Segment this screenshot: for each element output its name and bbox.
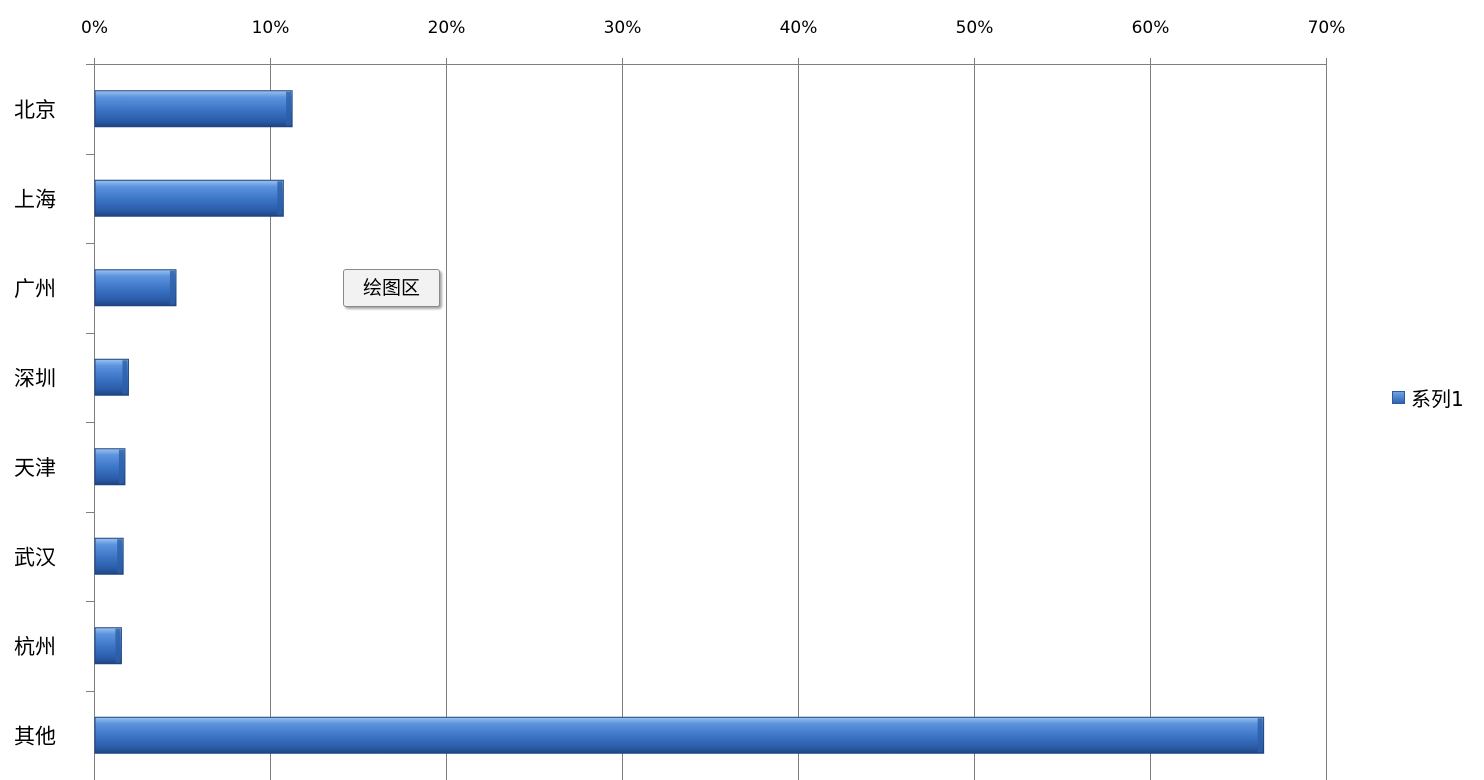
legend-label: 系列1 [1411,386,1464,411]
bar [94,90,293,128]
gridlines [270,64,1327,780]
y-category-label: 北京 [14,98,56,122]
x-tick-label: 60% [1132,18,1170,38]
y-category-label: 广州 [14,277,56,301]
y-category-label: 其他 [14,724,56,748]
x-tick-label: 20% [428,18,466,38]
y-category-label: 武汉 [14,545,56,569]
x-tick-labels: 0% 10% 20% 30% 40% 50% 60% 70% [81,18,1345,38]
y-category-label: 深圳 [14,366,56,390]
y-category-label: 杭州 [14,635,56,659]
bar-cap [286,91,292,126]
bar-body [94,90,293,128]
x-tick-label: 10% [252,18,290,38]
bar-cap [118,449,124,484]
bar [94,627,122,665]
bars [94,90,1265,754]
bar-cap [1257,718,1263,753]
bar-cap [117,539,123,574]
bar-body [94,716,1265,754]
y-category-label: 天津 [14,456,56,480]
y-category-label: 上海 [14,187,56,211]
legend: 系列1 [1392,382,1464,412]
x-tick-label: 30% [604,18,642,38]
x-tick-label: 40% [780,18,818,38]
bar [94,448,126,486]
bar-cap [115,628,121,663]
bar [94,179,284,217]
axes [86,58,1327,780]
plot-area-tooltip: 绘图区 [343,269,440,307]
bar-cap [277,181,283,216]
x-tick-label: 70% [1308,18,1346,38]
bar-cap [122,360,128,395]
bar [94,537,124,575]
bar-body [94,179,284,217]
legend-swatch [1392,390,1405,404]
bar [94,358,129,396]
x-tick-label: 50% [956,18,994,38]
bar-cap [169,270,175,305]
bar [94,269,177,307]
x-tick-label: 0% [81,18,108,38]
bar-body [94,269,177,307]
bar [94,716,1265,754]
